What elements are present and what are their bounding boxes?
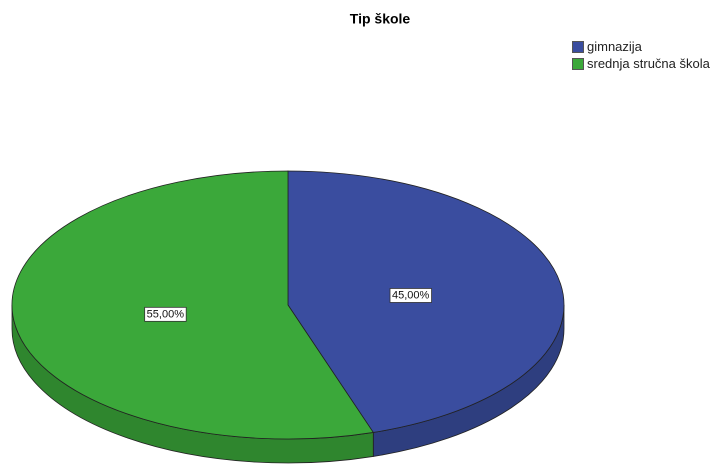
legend: gimnazija srednja stručna škola — [572, 40, 712, 74]
legend-label: gimnazija — [587, 39, 642, 54]
legend-swatch — [572, 41, 584, 53]
data-label: 55,00% — [147, 308, 185, 320]
legend-item: srednja stručna škola — [572, 57, 712, 70]
data-label-box — [144, 306, 187, 322]
data-label: 45,00% — [392, 289, 430, 301]
legend-label: srednja stručna škola — [587, 56, 710, 71]
legend-swatch — [572, 58, 584, 70]
chart-title: Tip škole — [350, 11, 411, 27]
legend-item: gimnazija — [572, 40, 712, 53]
data-label-box — [389, 288, 432, 303]
pie-slice — [11, 170, 374, 440]
